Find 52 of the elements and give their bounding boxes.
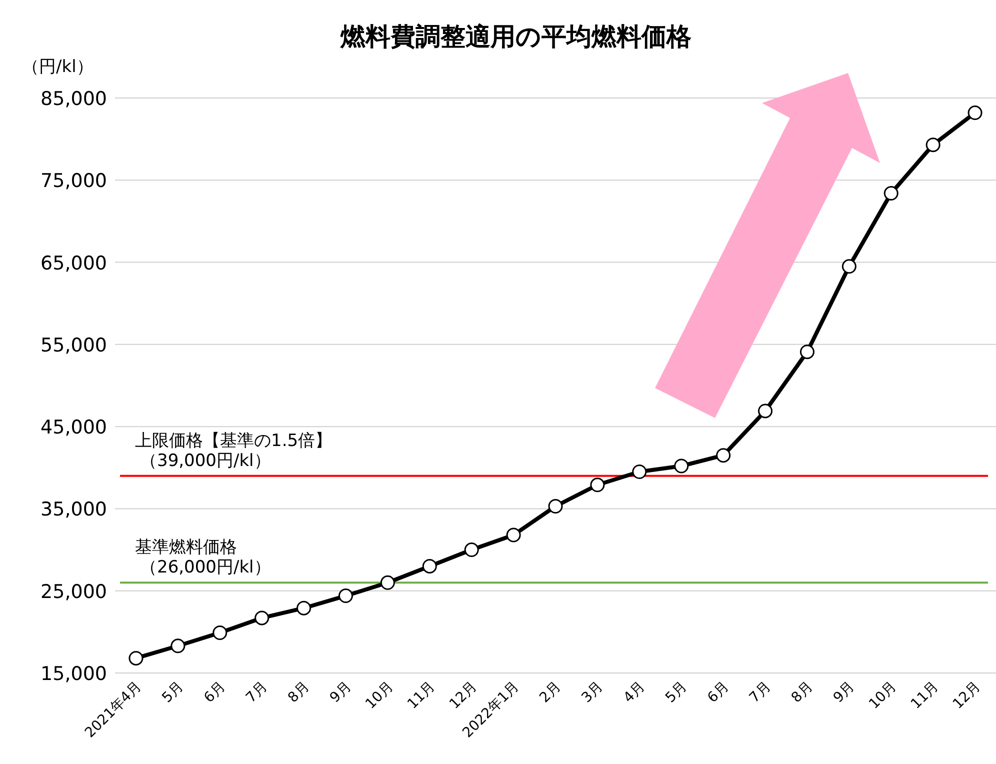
x-tick-label: 8月 (788, 678, 816, 706)
y-tick-label: 75,000 (40, 170, 107, 192)
point (170, 638, 186, 654)
x-tick-label: 7月 (746, 678, 774, 706)
y-tick-label: 15,000 (40, 663, 107, 685)
y-tick-label: 65,000 (40, 252, 107, 274)
x-tick-label: 6月 (201, 678, 229, 706)
y-axis-title: （円/kl） (22, 57, 94, 77)
point (380, 575, 395, 590)
x-tick-label: 8月 (285, 678, 313, 706)
x-tick-label: 11月 (908, 678, 942, 712)
point (884, 186, 898, 201)
point (590, 478, 605, 492)
x-tick-label: 5月 (159, 678, 187, 706)
x-tick-label: 9月 (830, 678, 858, 706)
x-tick-label: 12月 (446, 678, 480, 712)
point (212, 626, 228, 640)
y-tick-label: 35,000 (40, 498, 107, 521)
point (716, 448, 731, 463)
point (758, 404, 773, 418)
x-tick-label: 5月 (662, 678, 690, 706)
point (422, 558, 437, 574)
point (338, 588, 353, 604)
x-tick-label: 7月 (243, 678, 271, 706)
ref-line-label: 上限価格【基準の1.5倍】（39,000円/kl） (135, 430, 332, 471)
point (800, 344, 814, 360)
x-tick-label: 12月 (950, 678, 984, 712)
y-tick-label: 45,000 (40, 416, 107, 439)
point (632, 464, 647, 479)
x-tick-label: 6月 (704, 678, 732, 706)
x-tick-label: 10月 (866, 678, 900, 712)
x-tick-label: 3月 (578, 678, 606, 706)
point (506, 528, 521, 542)
ref-line-label: 基準燃料価格（26,000円/kl） (135, 538, 271, 578)
point (842, 259, 856, 274)
x-tick-label: 4月 (620, 678, 648, 706)
point (674, 458, 689, 474)
y-tick-label: 25,000 (40, 580, 107, 603)
point (548, 499, 563, 514)
point (254, 610, 270, 626)
point (464, 542, 479, 558)
x-tick-label: 9月 (327, 678, 355, 706)
y-tick-label: 55,000 (40, 334, 107, 356)
y-tick-label: 85,000 (40, 88, 107, 110)
chart-title: 燃料費調整適用の平均燃料価格 (340, 22, 692, 51)
point (968, 106, 982, 120)
point (296, 600, 312, 616)
x-tick-label: 11月 (404, 678, 438, 712)
x-tick-label: 2月 (536, 678, 564, 706)
point (926, 138, 940, 152)
x-tick-label: 10月 (362, 678, 397, 712)
point (128, 650, 144, 666)
